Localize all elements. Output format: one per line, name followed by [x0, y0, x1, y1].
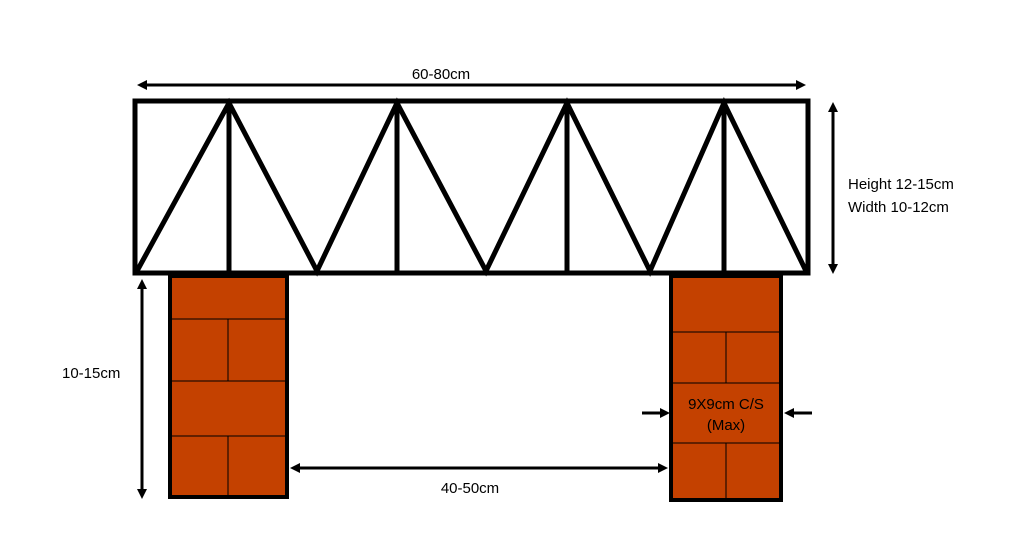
truss-width-label: Width 10-12cm: [848, 199, 949, 216]
truss-verticals: [226, 101, 727, 273]
truss-diagonals: [134, 97, 809, 277]
pier-height-label: 10-15cm: [62, 365, 121, 382]
cross-section-label-line2: (Max): [706, 417, 746, 434]
truss-height-label: Height 12-15cm: [848, 176, 954, 193]
right-pier: [669, 274, 783, 502]
truss: [132, 97, 811, 277]
cross-section-label-line1: 9X9cm C/S: [688, 396, 764, 413]
left-pier: [168, 274, 289, 499]
gap-label: 40-50cm: [440, 480, 500, 497]
span-label: 60-80cm: [411, 66, 471, 83]
